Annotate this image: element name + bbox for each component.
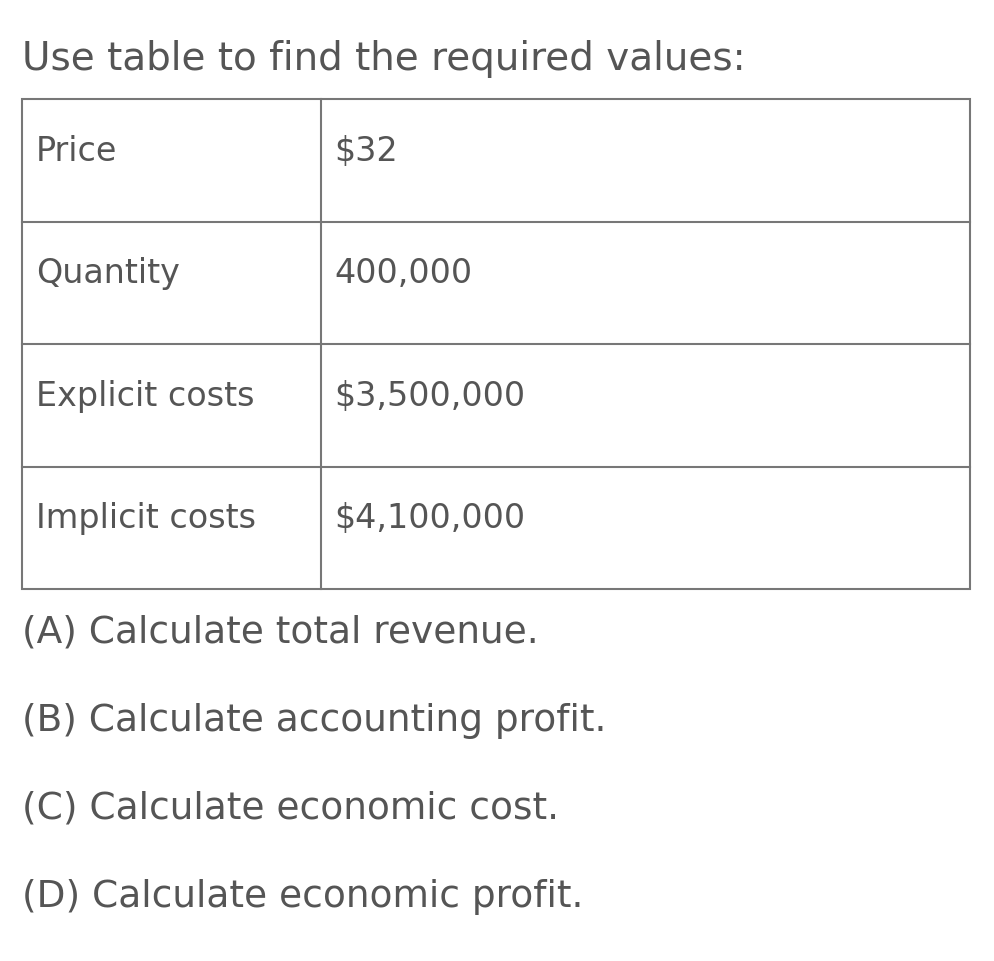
Text: 400,000: 400,000 xyxy=(335,258,473,290)
Bar xyxy=(22,100,970,589)
Text: Implicit costs: Implicit costs xyxy=(36,502,256,535)
Text: Use table to find the required values:: Use table to find the required values: xyxy=(22,40,746,78)
Text: Price: Price xyxy=(36,135,117,168)
Text: (D) Calculate economic profit.: (D) Calculate economic profit. xyxy=(22,878,583,914)
Text: $32: $32 xyxy=(335,135,399,168)
Text: (B) Calculate accounting profit.: (B) Calculate accounting profit. xyxy=(22,702,606,738)
Text: Quantity: Quantity xyxy=(36,258,180,290)
Text: $3,500,000: $3,500,000 xyxy=(335,380,526,412)
Text: Explicit costs: Explicit costs xyxy=(36,380,254,412)
Text: (C) Calculate economic cost.: (C) Calculate economic cost. xyxy=(22,790,559,826)
Text: $4,100,000: $4,100,000 xyxy=(335,502,526,535)
Text: (A) Calculate total revenue.: (A) Calculate total revenue. xyxy=(22,614,539,651)
